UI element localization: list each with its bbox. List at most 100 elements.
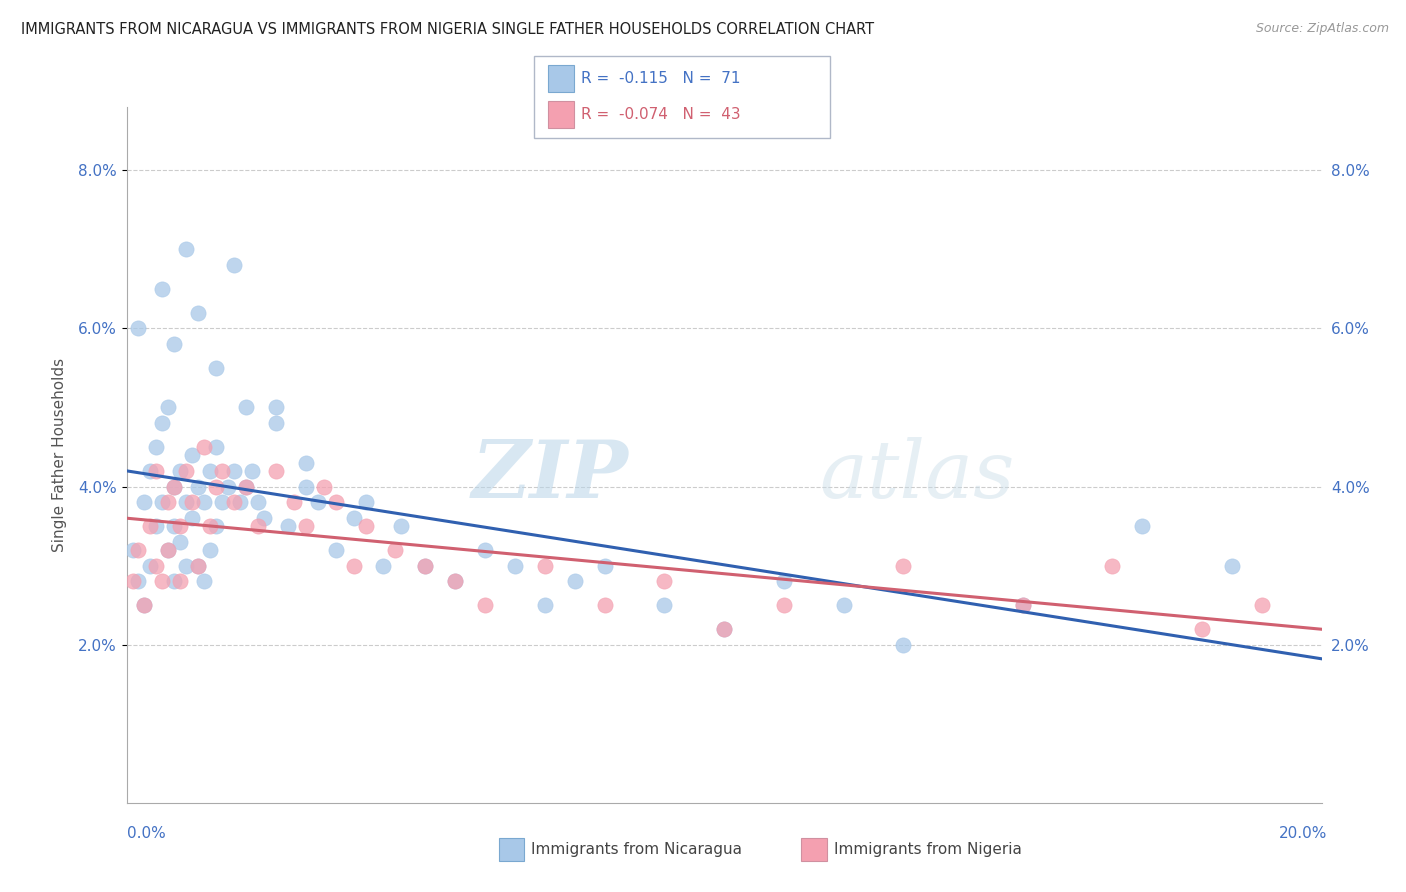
Point: [391, 519, 413, 533]
Point: [211, 464, 233, 478]
Point: [264, 464, 287, 478]
Point: [157, 401, 180, 415]
Point: [503, 558, 526, 573]
Point: [181, 495, 204, 509]
Point: [157, 495, 180, 509]
Text: R =  -0.115   N =  71: R = -0.115 N = 71: [581, 71, 740, 86]
Point: [832, 598, 855, 612]
Point: [163, 337, 186, 351]
Point: [253, 511, 276, 525]
Point: [534, 558, 557, 573]
Point: [325, 542, 347, 557]
Point: [235, 479, 257, 493]
Point: [145, 440, 167, 454]
Point: [247, 519, 270, 533]
Point: [294, 519, 316, 533]
Point: [415, 558, 437, 573]
Point: [773, 598, 796, 612]
Point: [163, 519, 186, 533]
Point: [152, 282, 174, 296]
Point: [564, 574, 586, 589]
Point: [235, 479, 257, 493]
Point: [773, 574, 796, 589]
Point: [222, 464, 246, 478]
Point: [181, 448, 204, 462]
Point: [1011, 598, 1033, 612]
Point: [139, 558, 162, 573]
Point: [240, 464, 263, 478]
Point: [139, 519, 162, 533]
Point: [152, 417, 174, 431]
Point: [169, 519, 191, 533]
Point: [593, 558, 616, 573]
Point: [247, 495, 270, 509]
Point: [593, 598, 616, 612]
Point: [211, 495, 233, 509]
Point: [205, 360, 228, 375]
Point: [294, 456, 316, 470]
Text: 20.0%: 20.0%: [1279, 826, 1327, 840]
Point: [200, 464, 222, 478]
Point: [169, 574, 191, 589]
Point: [1011, 598, 1033, 612]
Point: [134, 598, 156, 612]
Point: [134, 495, 156, 509]
Point: [415, 558, 437, 573]
Point: [193, 495, 215, 509]
Point: [127, 321, 149, 335]
Point: [277, 519, 299, 533]
Point: [354, 495, 377, 509]
Point: [169, 534, 191, 549]
Text: ZIP: ZIP: [471, 437, 628, 515]
Point: [163, 574, 186, 589]
Point: [343, 558, 366, 573]
Point: [222, 495, 246, 509]
Point: [217, 479, 239, 493]
Point: [145, 519, 167, 533]
Point: [205, 519, 228, 533]
Point: [444, 574, 467, 589]
Point: [187, 558, 209, 573]
Point: [187, 558, 209, 573]
Point: [174, 495, 197, 509]
Point: [307, 495, 329, 509]
Point: [187, 479, 209, 493]
Point: [205, 440, 228, 454]
Point: [1130, 519, 1153, 533]
Point: [652, 574, 675, 589]
Point: [127, 542, 149, 557]
Point: [145, 464, 167, 478]
Point: [312, 479, 335, 493]
Point: [169, 464, 191, 478]
Point: [193, 440, 215, 454]
Point: [893, 638, 915, 652]
Point: [343, 511, 366, 525]
Point: [174, 558, 197, 573]
Point: [264, 417, 287, 431]
Text: Immigrants from Nigeria: Immigrants from Nigeria: [834, 842, 1022, 856]
Point: [121, 542, 143, 557]
Point: [373, 558, 395, 573]
Point: [283, 495, 305, 509]
Point: [152, 574, 174, 589]
Point: [174, 464, 197, 478]
Point: [294, 479, 316, 493]
Point: [1191, 622, 1213, 636]
Point: [222, 258, 246, 272]
Text: R =  -0.074   N =  43: R = -0.074 N = 43: [581, 107, 741, 121]
Point: [193, 574, 215, 589]
Point: [893, 558, 915, 573]
Point: [474, 598, 496, 612]
Point: [1220, 558, 1243, 573]
Point: [235, 401, 257, 415]
Y-axis label: Single Father Households: Single Father Households: [52, 358, 67, 552]
Point: [200, 519, 222, 533]
Point: [354, 519, 377, 533]
Point: [325, 495, 347, 509]
Point: [121, 574, 143, 589]
Point: [229, 495, 252, 509]
Point: [157, 542, 180, 557]
Point: [181, 511, 204, 525]
Point: [384, 542, 406, 557]
Point: [205, 479, 228, 493]
